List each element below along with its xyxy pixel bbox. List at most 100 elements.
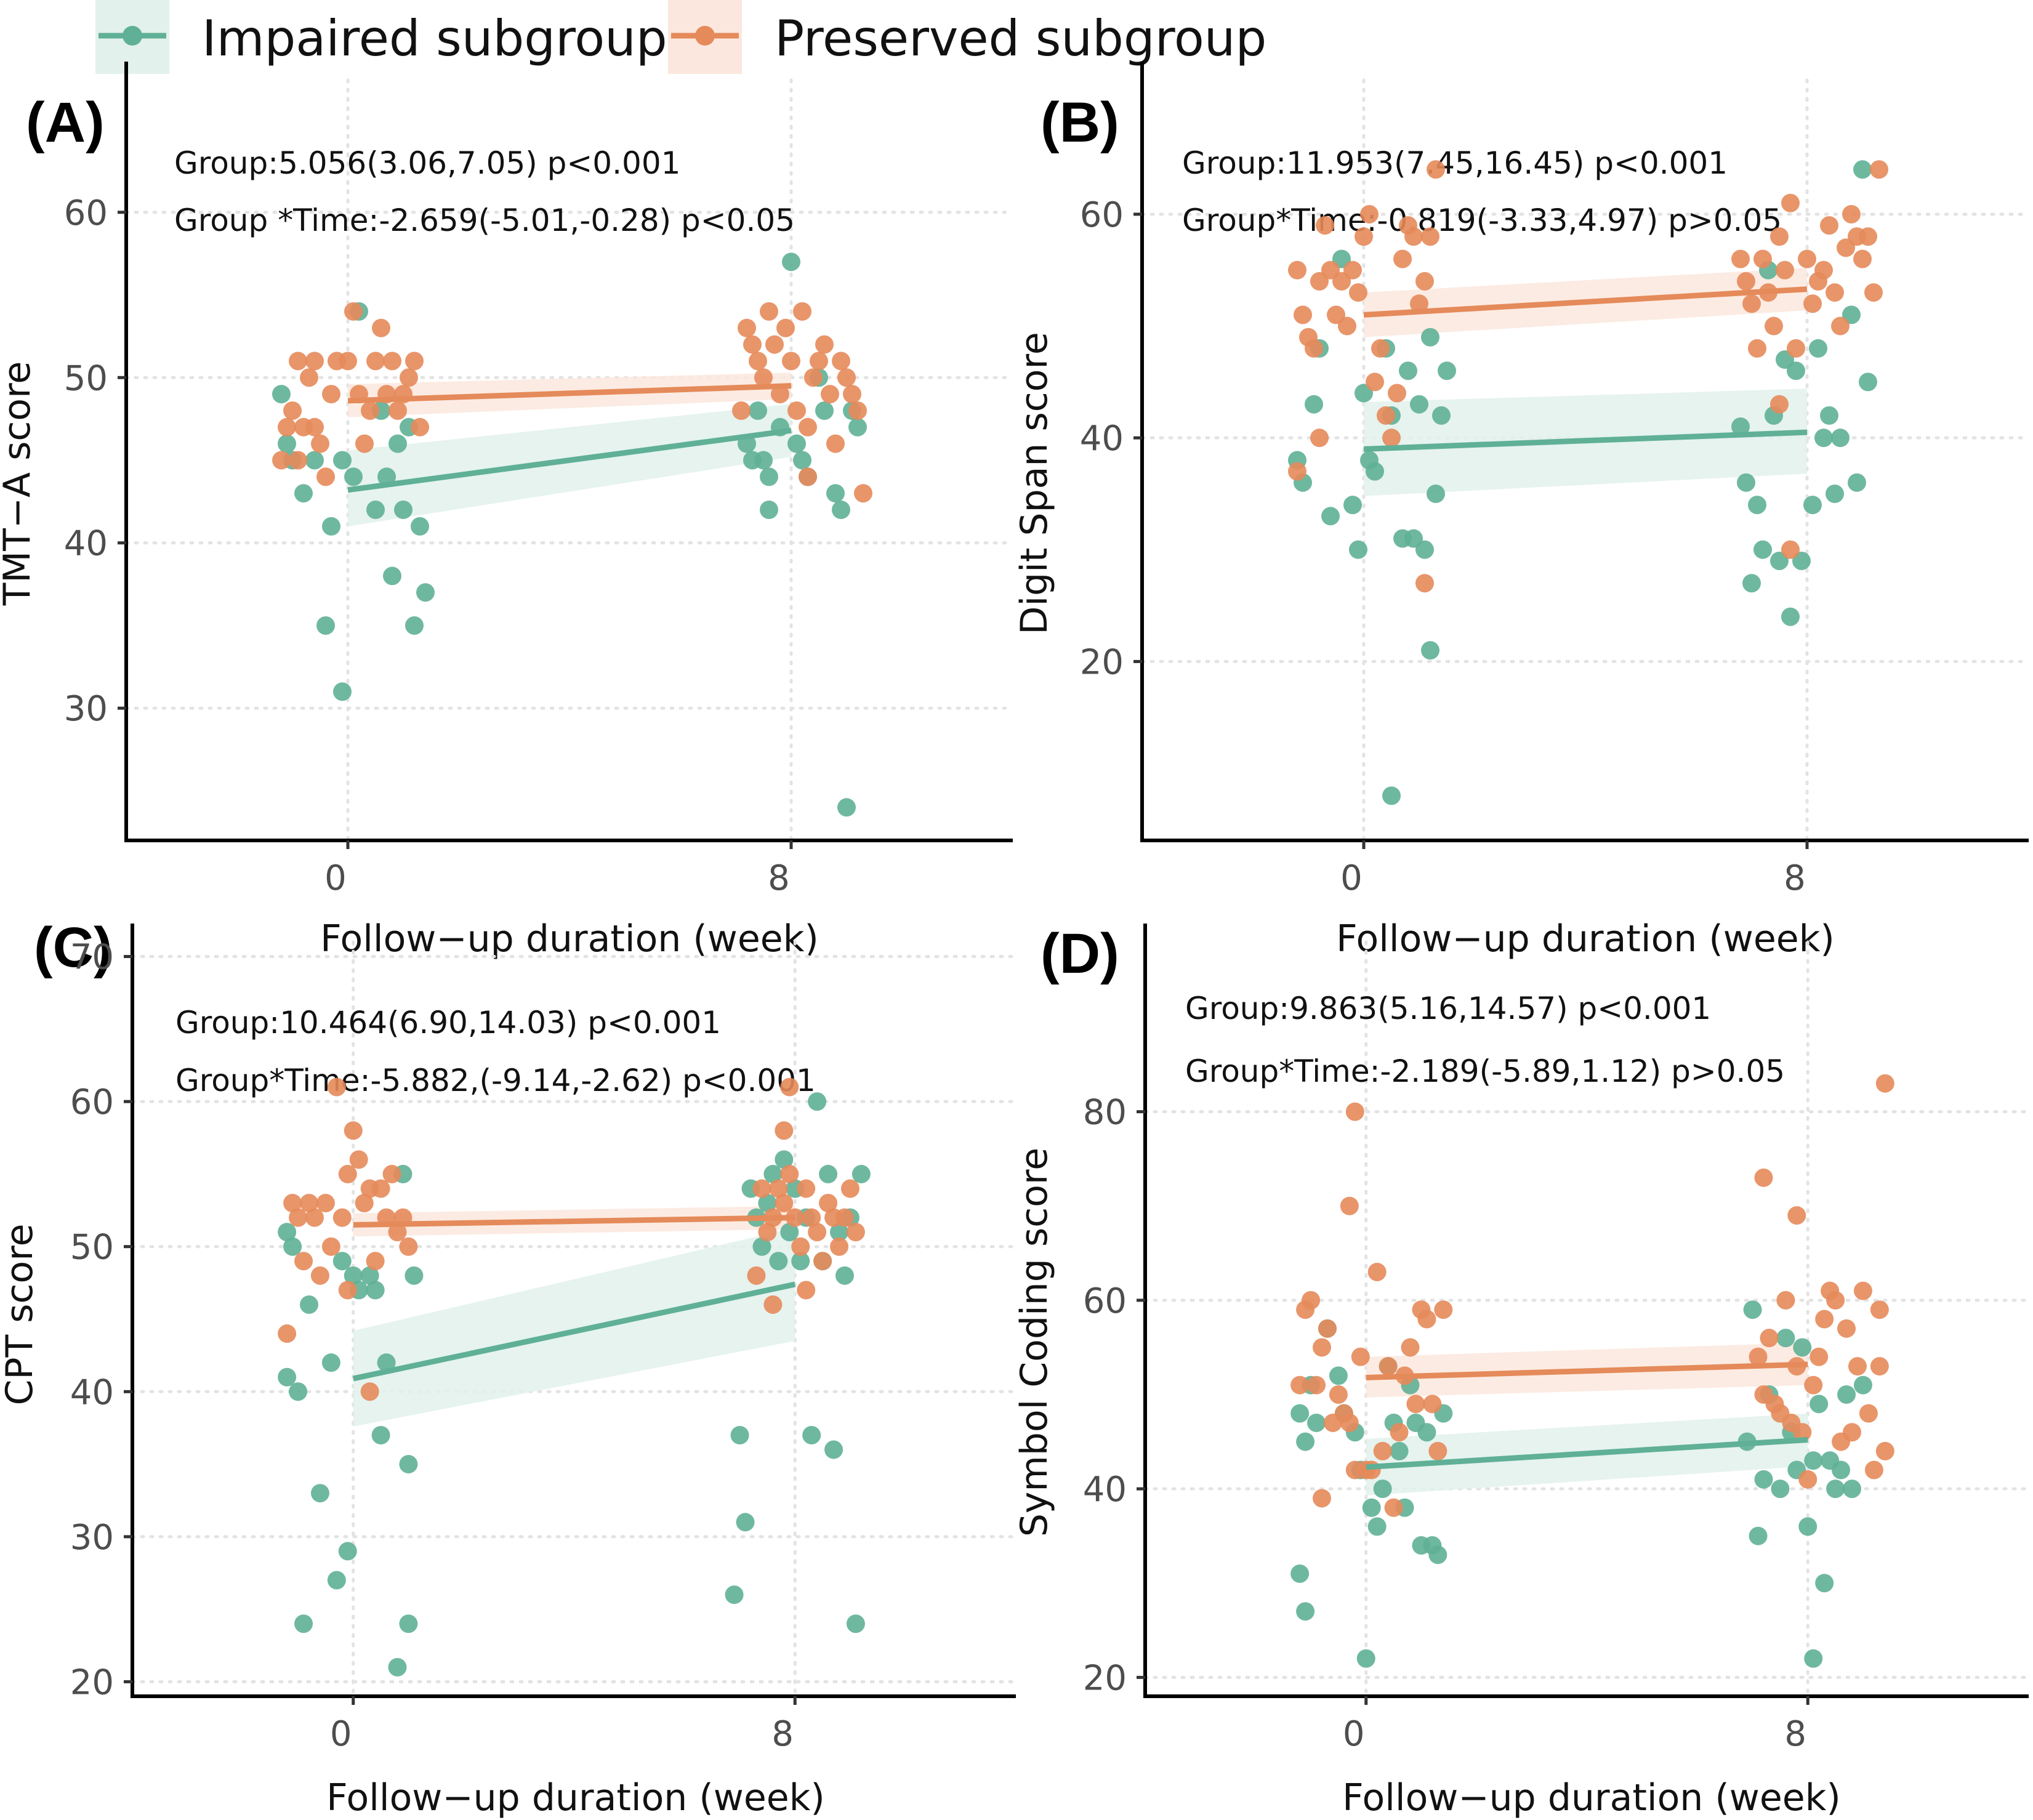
data-points bbox=[1290, 1074, 1894, 1668]
point-impaired bbox=[283, 1237, 302, 1256]
point-preserved bbox=[1382, 429, 1401, 448]
point-impaired bbox=[1415, 540, 1434, 559]
point-impaired bbox=[278, 434, 296, 453]
point-preserved bbox=[854, 484, 872, 503]
point-preserved bbox=[1859, 227, 1877, 246]
y-tick-label: 50 bbox=[64, 358, 108, 398]
point-impaired bbox=[1781, 607, 1800, 626]
point-preserved bbox=[732, 401, 751, 420]
point-preserved bbox=[1760, 1329, 1779, 1348]
fit-line-impaired bbox=[1363, 429, 1808, 452]
point-preserved bbox=[1316, 216, 1334, 235]
point-preserved bbox=[361, 401, 379, 420]
legend-item-preserved: Preserved subgroup bbox=[668, 0, 1266, 74]
legend-key-impaired-point bbox=[123, 26, 142, 46]
point-preserved bbox=[294, 1252, 313, 1271]
point-preserved bbox=[1787, 1206, 1806, 1225]
point-impaired bbox=[1798, 1517, 1818, 1536]
point-impaired bbox=[388, 434, 407, 453]
point-preserved bbox=[763, 1295, 783, 1314]
y-tick-label: 40 bbox=[1083, 1470, 1127, 1510]
point-preserved bbox=[1415, 574, 1434, 593]
point-impaired bbox=[1432, 406, 1451, 425]
point-impaired bbox=[730, 1425, 749, 1444]
point-preserved bbox=[775, 1194, 794, 1213]
point-impaired bbox=[1859, 372, 1877, 392]
point-preserved bbox=[1859, 1404, 1878, 1423]
point-preserved bbox=[1803, 294, 1822, 313]
point-impaired bbox=[316, 616, 335, 635]
point-preserved bbox=[1810, 1347, 1829, 1366]
point-preserved bbox=[355, 434, 374, 453]
point-preserved bbox=[1848, 1357, 1867, 1376]
point-preserved bbox=[760, 302, 778, 321]
point-preserved bbox=[1870, 1357, 1889, 1376]
point-impaired bbox=[366, 501, 385, 520]
point-preserved bbox=[1288, 462, 1306, 481]
point-preserved bbox=[1362, 1460, 1381, 1480]
point-impaired bbox=[405, 1266, 424, 1285]
point-impaired bbox=[289, 1382, 308, 1401]
point-preserved bbox=[802, 1208, 821, 1227]
point-preserved bbox=[1853, 249, 1872, 268]
point-preserved bbox=[771, 385, 789, 404]
point-impaired bbox=[1307, 1413, 1326, 1432]
point-preserved bbox=[1379, 1357, 1398, 1376]
point-preserved bbox=[1349, 283, 1367, 302]
point-preserved bbox=[1310, 429, 1329, 448]
point-impaired bbox=[333, 682, 352, 701]
point-impaired bbox=[754, 451, 773, 470]
point-impaired bbox=[332, 1252, 352, 1271]
point-preserved bbox=[283, 1194, 302, 1213]
point-preserved bbox=[272, 451, 291, 470]
point-preserved bbox=[1423, 1395, 1442, 1414]
point-impaired bbox=[1296, 1602, 1315, 1621]
point-preserved bbox=[1410, 294, 1428, 313]
legend-label-impaired: Impaired subgroup bbox=[202, 10, 667, 67]
point-preserved bbox=[278, 1324, 297, 1343]
point-preserved bbox=[776, 318, 795, 337]
point-preserved bbox=[344, 302, 363, 321]
point-impaired bbox=[394, 501, 413, 520]
point-preserved bbox=[799, 417, 817, 437]
point-impaired bbox=[835, 1266, 854, 1285]
ci-band-impaired bbox=[348, 404, 791, 526]
point-impaired bbox=[832, 501, 850, 520]
point-preserved bbox=[388, 1223, 407, 1242]
point-preserved bbox=[1313, 1338, 1331, 1357]
point-impaired bbox=[749, 401, 767, 420]
y-tick-label: 70 bbox=[70, 938, 114, 978]
point-preserved bbox=[797, 1179, 816, 1198]
point-preserved bbox=[300, 1194, 318, 1213]
panel-label: (D) bbox=[1041, 922, 1119, 985]
x-tick-label: 0 bbox=[1343, 1714, 1365, 1754]
point-preserved bbox=[310, 1266, 329, 1285]
x-tick-label: 8 bbox=[768, 858, 790, 898]
point-preserved bbox=[1737, 272, 1755, 291]
point-preserved bbox=[1340, 1196, 1359, 1215]
point-preserved bbox=[791, 1237, 810, 1256]
point-preserved bbox=[793, 302, 811, 321]
fit-lines bbox=[1363, 286, 1808, 452]
y-tick-label: 40 bbox=[64, 524, 108, 564]
point-impaired bbox=[1831, 429, 1850, 448]
point-preserved bbox=[1770, 395, 1789, 414]
point-preserved bbox=[775, 1121, 794, 1140]
point-impaired bbox=[736, 1513, 755, 1532]
point-impaired bbox=[1815, 1574, 1834, 1593]
y-axis-title: Digit Span score bbox=[1013, 332, 1056, 634]
point-impaired bbox=[782, 252, 800, 272]
point-preserved bbox=[316, 467, 335, 486]
point-impaired bbox=[1837, 1385, 1856, 1404]
point-preserved bbox=[1820, 216, 1838, 235]
point-impaired bbox=[1787, 361, 1805, 381]
y-tick-label: 60 bbox=[70, 1082, 114, 1122]
point-preserved bbox=[1415, 272, 1434, 291]
point-impaired bbox=[344, 1266, 363, 1285]
point-impaired bbox=[333, 451, 352, 470]
x-axis-title: Follow−up duration (week) bbox=[1336, 917, 1835, 960]
point-impaired bbox=[371, 1425, 390, 1444]
point-preserved bbox=[819, 1194, 838, 1213]
point-impaired bbox=[1290, 1404, 1310, 1423]
x-tick-label: 0 bbox=[1340, 858, 1363, 898]
